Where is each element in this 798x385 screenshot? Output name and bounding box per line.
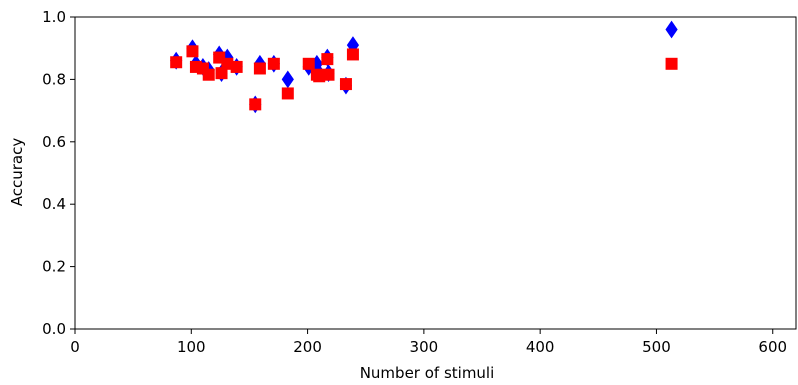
y-axis-label: Accuracy — [8, 138, 26, 207]
y-tick-label: 0.2 — [42, 258, 66, 276]
y-tick-label: 0.6 — [42, 133, 66, 151]
data-point-square — [665, 57, 678, 70]
y-tick-label: 0.4 — [42, 195, 66, 213]
data-point-square — [302, 57, 315, 70]
data-point-square — [230, 60, 243, 73]
data-point-square — [202, 68, 215, 81]
y-tick-label: 0.0 — [42, 320, 66, 338]
data-point-square — [186, 45, 199, 58]
x-axis-label: Number of stimuli — [360, 364, 495, 382]
series-square — [170, 45, 678, 111]
series-diamond — [170, 20, 678, 114]
data-point-diamond — [281, 70, 294, 89]
data-point-square — [253, 62, 266, 75]
x-tick-label: 200 — [293, 338, 322, 356]
plot-frame — [74, 16, 797, 330]
data-point-square — [322, 68, 335, 81]
x-tick-label: 400 — [526, 338, 555, 356]
data-point-square — [267, 57, 280, 70]
y-tick-label: 1.0 — [42, 8, 66, 26]
data-point-square — [321, 53, 334, 66]
y-tick-label: 0.8 — [42, 70, 66, 88]
plot-marks — [170, 20, 678, 114]
data-point-square — [281, 87, 294, 100]
x-tick-label: 600 — [758, 338, 787, 356]
data-point-square — [339, 78, 352, 91]
data-point-square — [170, 56, 183, 69]
x-tick-label: 300 — [410, 338, 439, 356]
axes: 0 100 200 300 400 500 600 0.0 0.2 0.4 0.6 0.8 1.0 — [42, 8, 797, 356]
data-point-diamond — [665, 20, 678, 39]
data-point-square — [249, 98, 262, 111]
x-tick-label: 500 — [642, 338, 671, 356]
data-point-square — [346, 48, 359, 61]
data-point-square — [213, 51, 226, 64]
x-tick-label: 100 — [177, 338, 206, 356]
x-tick-label: 0 — [70, 338, 80, 356]
